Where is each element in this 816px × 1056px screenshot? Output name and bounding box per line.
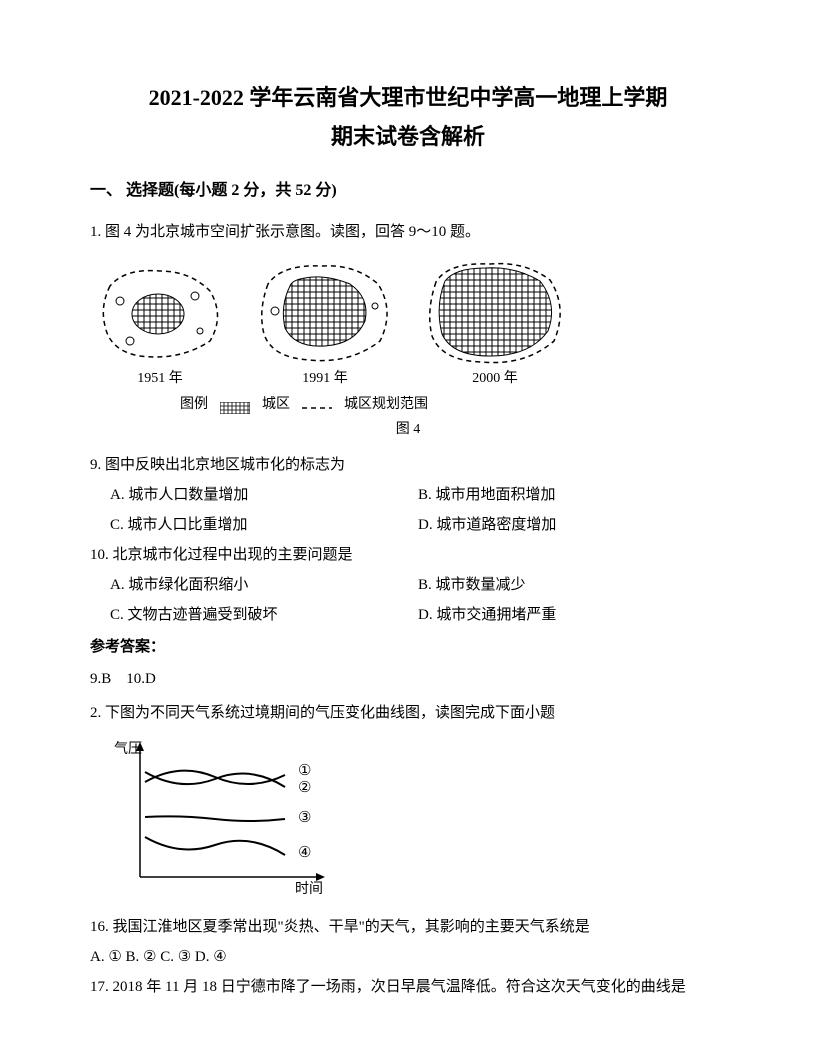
page-title-line2: 期末试卷含解析: [90, 119, 726, 154]
series-3-label: ③: [298, 810, 311, 826]
q9-options-row1: A. 城市人口数量增加 B. 城市用地面积增加: [90, 483, 726, 507]
q10-options-row1: A. 城市绿化面积缩小 B. 城市数量减少: [90, 573, 726, 597]
map-1991-svg: [250, 256, 400, 366]
series-1-label: ①: [298, 763, 311, 779]
q10-options-row2: C. 文物古迹普遍受到破坏 D. 城市交通拥堵严重: [90, 603, 726, 627]
q10-option-d: D. 城市交通拥堵严重: [418, 603, 726, 627]
figure-caption: 图 4: [90, 419, 726, 441]
page-title-line1: 2021-2022 学年云南省大理市世纪中学高一地理上学期: [90, 80, 726, 115]
answer-label: 参考答案：: [90, 635, 726, 659]
q10-stem: 10. 北京城市化过程中出现的主要问题是: [90, 543, 726, 567]
q9-options-row2: C. 城市人口比重增加 D. 城市道路密度增加: [90, 513, 726, 537]
pressure-chart-svg: 气压 时间 ① ② ③ ④: [110, 737, 350, 897]
q9-option-c: C. 城市人口比重增加: [110, 513, 418, 537]
series-2-label: ②: [298, 780, 311, 796]
series-4-label: ④: [298, 845, 311, 861]
q9-option-b: B. 城市用地面积增加: [418, 483, 726, 507]
answer-text: 9.B 10.D: [90, 667, 726, 691]
q17-stem: 17. 2018 年 11 月 18 日宁德市降了一场雨，次日早晨气温降低。符合…: [90, 975, 726, 999]
q10-option-c: C. 文物古迹普遍受到破坏: [110, 603, 418, 627]
q1-figure: 1951 年 1991 年: [90, 256, 726, 441]
legend-dash-icon: [302, 400, 332, 412]
q16-stem: 16. 我国江淮地区夏季常出现"炎热、干旱"的天气，其影响的主要天气系统是: [90, 915, 726, 939]
legend-label: 图例: [180, 394, 208, 416]
q9-option-a: A. 城市人口数量增加: [110, 483, 418, 507]
legend-hatch-icon: [220, 400, 250, 412]
q10-option-a: A. 城市绿化面积缩小: [110, 573, 418, 597]
ylabel: 气压: [114, 741, 142, 757]
map-1951-year: 1951 年: [137, 368, 183, 390]
map-1951: 1951 年: [90, 256, 230, 390]
q9-option-d: D. 城市道路密度增加: [418, 513, 726, 537]
map-2000-year: 2000 年: [472, 368, 518, 390]
q10-option-b: B. 城市数量减少: [418, 573, 726, 597]
map-2000: 2000 年: [420, 256, 570, 390]
xlabel: 时间: [295, 881, 323, 897]
pressure-chart: 气压 时间 ① ② ③ ④: [110, 737, 726, 905]
q16-options: A. ① B. ② C. ③ D. ④: [90, 945, 726, 969]
legend-city: 城区: [262, 394, 290, 416]
section-header: 一、 选择题(每小题 2 分，共 52 分): [90, 178, 726, 204]
map-1991: 1991 年: [250, 256, 400, 390]
legend-plan: 城区规划范围: [344, 394, 428, 416]
maps-row: 1951 年 1991 年: [90, 256, 726, 390]
q1-intro: 1. 图 4 为北京城市空间扩张示意图。读图，回答 9～10 题。: [90, 220, 726, 244]
q9-stem: 9. 图中反映出北京地区城市化的标志为: [90, 453, 726, 477]
map-1991-year: 1991 年: [302, 368, 348, 390]
q2-intro: 2. 下图为不同天气系统过境期间的气压变化曲线图，读图完成下面小题: [90, 701, 726, 725]
map-1951-svg: [90, 256, 230, 366]
map-2000-svg: [420, 256, 570, 366]
legend-row: 图例 城区 城区规划范围: [180, 394, 726, 416]
